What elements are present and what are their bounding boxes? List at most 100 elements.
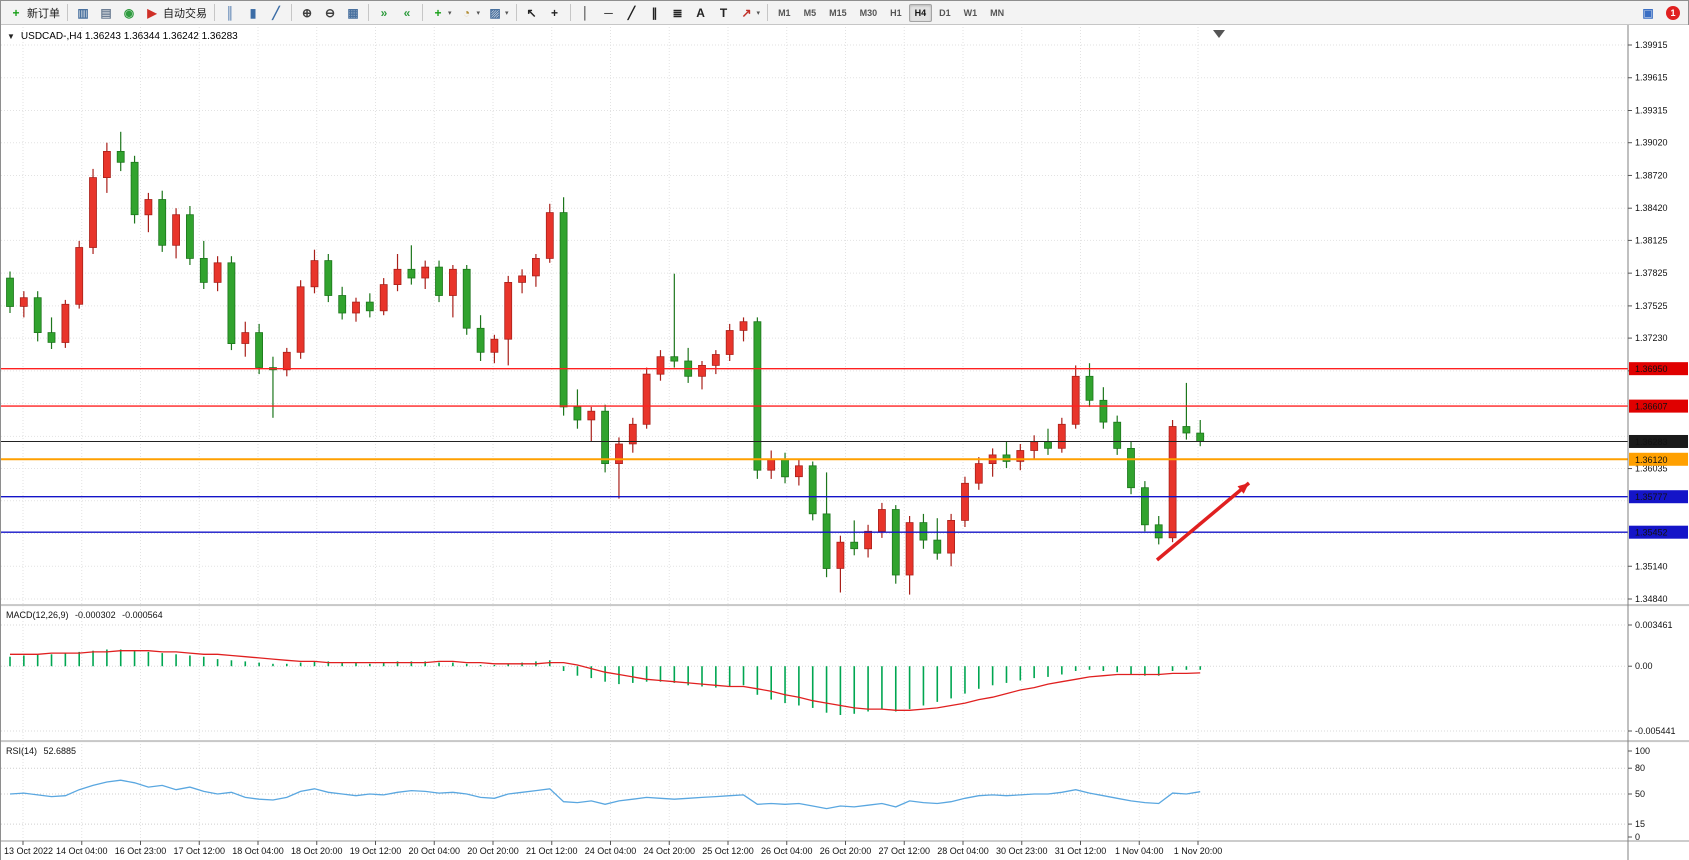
community-icon: ▣ xyxy=(1642,5,1654,20)
timeframe-button-w1[interactable]: W1 xyxy=(963,7,978,18)
svg-text:28 Oct 04:00: 28 Oct 04:00 xyxy=(937,846,989,856)
svg-text:20 Oct 04:00: 20 Oct 04:00 xyxy=(408,846,460,856)
text-label-icon[interactable]: T xyxy=(713,3,735,23)
vertical-line-icon: │ xyxy=(581,5,590,20)
cursor-icon: ↖ xyxy=(526,5,537,20)
svg-text:24 Oct 20:00: 24 Oct 20:00 xyxy=(643,846,695,856)
community-icon[interactable]: ▣ xyxy=(1637,3,1659,23)
tile-windows-icon: ▦ xyxy=(347,5,359,20)
auto-scroll-icon[interactable]: » xyxy=(373,3,395,23)
svg-text:1.39020: 1.39020 xyxy=(1635,138,1668,148)
svg-text:26 Oct 20:00: 26 Oct 20:00 xyxy=(820,846,872,856)
timeframe-button-m30[interactable]: M30 xyxy=(859,7,878,18)
zoom-out-icon[interactable]: ⊖ xyxy=(319,3,341,23)
tile-windows-icon[interactable]: ▦ xyxy=(342,3,364,23)
svg-text:25 Oct 12:00: 25 Oct 12:00 xyxy=(702,846,754,856)
notifications-badge[interactable]: 1 xyxy=(1666,5,1680,20)
bar-chart-icon[interactable]: ║ xyxy=(219,3,241,23)
trend-arrow-head xyxy=(1237,483,1249,494)
text-icon[interactable]: A xyxy=(690,3,712,23)
crosshair-icon[interactable]: + xyxy=(544,3,566,23)
toolbar-separator xyxy=(214,4,215,21)
toolbar-separator xyxy=(368,4,369,21)
toolbar-separator xyxy=(515,4,517,21)
horizontal-line-icon[interactable]: ─ xyxy=(598,3,620,23)
dropdown-caret-icon: ▾ xyxy=(448,9,452,17)
candlestick-chart-icon[interactable]: ▮ xyxy=(242,3,264,23)
charts-window-icon[interactable]: ▥ xyxy=(72,3,94,23)
timeframe-button-m5[interactable]: M5 xyxy=(803,7,817,18)
channel-icon[interactable]: ∥ xyxy=(644,3,666,23)
svg-text:1.36607: 1.36607 xyxy=(1635,402,1668,412)
one-click-trading-icon[interactable]: ▼ xyxy=(7,32,15,41)
horizontal-line-icon: ─ xyxy=(604,5,613,20)
fibonacci-icon[interactable]: ≣ xyxy=(667,3,689,23)
navigator-icon[interactable]: ◉ xyxy=(118,3,140,23)
macd-value: -0.000302 xyxy=(75,610,116,620)
svg-text:1.39615: 1.39615 xyxy=(1635,73,1668,83)
svg-text:1.38125: 1.38125 xyxy=(1635,235,1668,245)
crosshair-icon: + xyxy=(551,5,559,20)
timeframe-button-d1[interactable]: D1 xyxy=(939,7,951,18)
new-order-button[interactable]: + 新订单 xyxy=(5,3,63,23)
svg-text:1.34840: 1.34840 xyxy=(1635,594,1668,604)
timeframe-button-mn[interactable]: MN xyxy=(990,7,1005,18)
svg-text:31 Oct 12:00: 31 Oct 12:00 xyxy=(1055,846,1107,856)
indicators-icon: + xyxy=(434,5,442,20)
chart-area[interactable]: 1.39915 1.39615 1.39315 1.39020 1.38720 1.384… xyxy=(1,25,1689,860)
price-badge-1.36283 xyxy=(1629,434,1688,448)
svg-text:16 Oct 23:00: 16 Oct 23:00 xyxy=(115,846,167,856)
svg-text:1.38420: 1.38420 xyxy=(1635,203,1668,213)
trend-arrow-annotation[interactable] xyxy=(1155,481,1251,562)
trendline-icon[interactable]: ╱ xyxy=(621,3,643,23)
svg-text:100: 100 xyxy=(1635,746,1650,756)
svg-text:1.35777: 1.35777 xyxy=(1635,492,1668,502)
auto-trading-button-label: 自动交易 xyxy=(163,7,207,20)
text-label-icon: T xyxy=(719,5,728,20)
timeframe-button-h4[interactable]: H4 xyxy=(908,3,933,22)
text-icon: A xyxy=(696,5,705,20)
svg-text:20 Oct 20:00: 20 Oct 20:00 xyxy=(467,846,519,856)
timeframe-button-m15[interactable]: M15 xyxy=(829,7,847,18)
timeframe-button-h1[interactable]: H1 xyxy=(890,7,902,18)
chart-shift-icon[interactable]: « xyxy=(396,3,418,23)
auto-trading-button[interactable]: ▶ 自动交易 xyxy=(141,3,210,23)
chart-canvas[interactable]: 1.39915 1.39615 1.39315 1.39020 1.38720 1.384… xyxy=(1,25,1689,860)
fibonacci-icon: ≣ xyxy=(672,5,683,20)
macd-label: MACD(12,26,9) xyxy=(6,610,69,620)
chart-ohlc-title: USDCAD-,H4 1.36243 1.36344 1.36242 1.362… xyxy=(20,31,238,42)
vertical-line-icon[interactable]: │ xyxy=(575,3,597,23)
svg-text:30 Oct 23:00: 30 Oct 23:00 xyxy=(996,846,1048,856)
arrows-icon[interactable]: ↗ ▾ xyxy=(736,3,764,23)
indicators-button[interactable]: + ▾ xyxy=(427,3,455,23)
svg-text:50: 50 xyxy=(1635,789,1645,799)
macd-header: MACD(12,26,9) -0.000302 -0.000564 xyxy=(6,610,167,620)
svg-text:1 Nov 04:00: 1 Nov 04:00 xyxy=(1115,846,1164,856)
periods-button[interactable]: ◔ ▾ xyxy=(456,3,484,23)
line-chart-icon[interactable]: ╱ xyxy=(265,3,287,23)
dropdown-caret-icon: ▾ xyxy=(505,9,509,17)
svg-text:1.36950: 1.36950 xyxy=(1635,364,1668,374)
chart-shift-marker[interactable] xyxy=(1213,30,1225,38)
charts-window-icon: ▥ xyxy=(77,5,89,20)
market-watch-icon[interactable]: ▤ xyxy=(95,3,117,23)
dropdown-caret-icon: ▾ xyxy=(476,9,481,17)
zoom-out-icon: ⊖ xyxy=(324,5,336,20)
svg-text:1.37525: 1.37525 xyxy=(1635,301,1668,311)
cursor-icon[interactable]: ↖ xyxy=(521,3,543,23)
channel-icon: ∥ xyxy=(651,5,658,20)
svg-text:1 Nov 20:00: 1 Nov 20:00 xyxy=(1174,846,1223,856)
periods-icon: ◔ xyxy=(462,5,471,20)
svg-text:1.39915: 1.39915 xyxy=(1635,40,1668,50)
templates-button[interactable]: ▨ ▾ xyxy=(484,3,512,23)
toolbar-separator xyxy=(767,4,769,21)
toolbar-separator xyxy=(291,4,292,21)
svg-text:18 Oct 04:00: 18 Oct 04:00 xyxy=(232,846,284,856)
line-chart-icon: ╱ xyxy=(272,5,280,20)
zoom-in-icon[interactable]: ⊕ xyxy=(296,3,318,23)
svg-text:13 Oct 2022: 13 Oct 2022 xyxy=(4,846,53,856)
timeframe-button-m1[interactable]: M1 xyxy=(778,7,791,18)
chart-header: ▼ USDCAD-,H4 1.36243 1.36344 1.36242 1.3… xyxy=(7,31,238,42)
macd-signal-value: -0.000564 xyxy=(122,610,163,620)
